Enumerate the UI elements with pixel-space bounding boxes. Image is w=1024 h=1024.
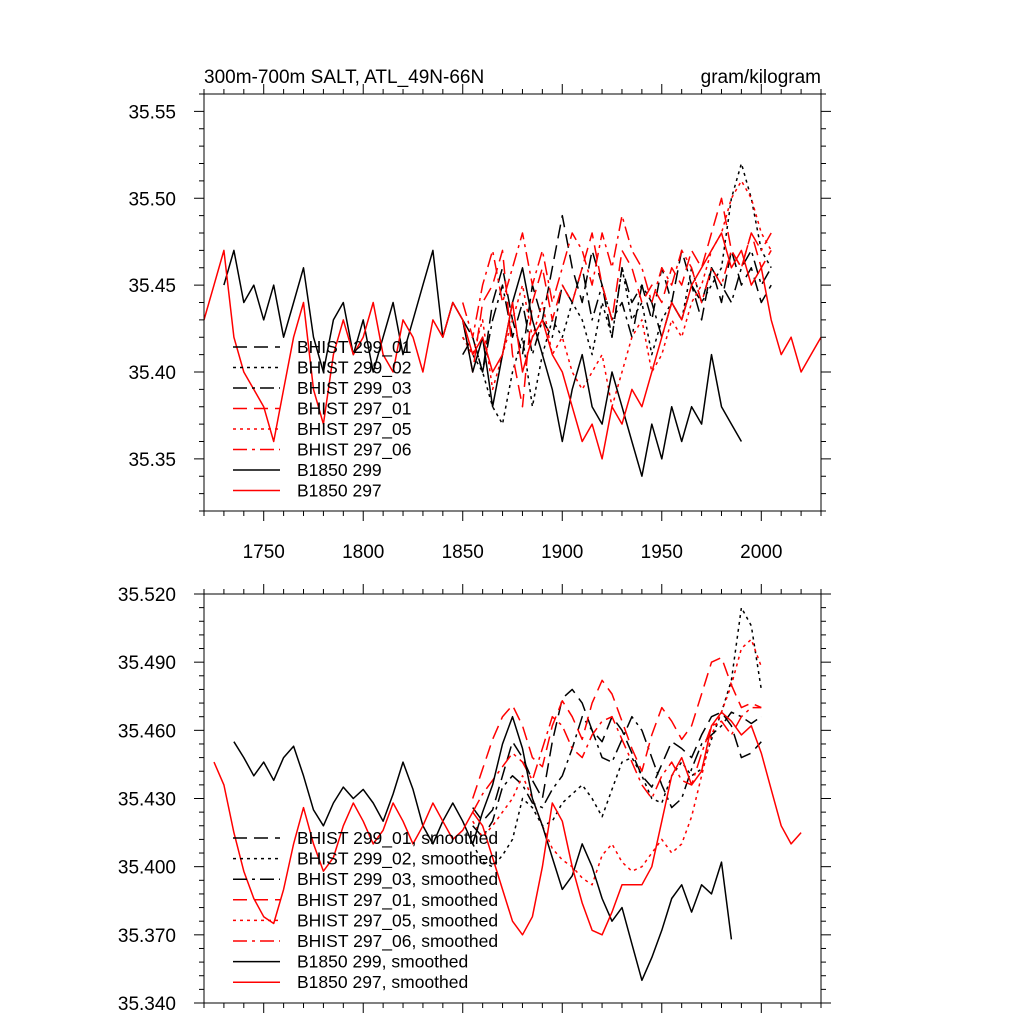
panel-bottom: 35.340 35.370 35.400 35.430 35.460 35.490 35.5… [118, 584, 831, 1015]
y-tick-label: 35.400 [118, 858, 176, 879]
x-tick-label: 1750 [243, 542, 285, 563]
legend-label: BHIST 299_02 [297, 358, 411, 379]
series-line-8 [204, 232, 821, 460]
legend-label: B1850 297 [297, 481, 382, 501]
series-line-3 [462, 249, 772, 373]
legend-label: BHIST 299_03 [297, 378, 411, 399]
y-tick-label: 35.340 [118, 994, 176, 1015]
legend-label: BHIST 297_06, smoothed [297, 931, 498, 952]
series-line-1 [462, 214, 772, 373]
y-tick-label: 35.520 [118, 585, 176, 606]
series-line-6 [472, 706, 762, 813]
series-line-2 [462, 162, 772, 425]
x-tick-label: 1800 [342, 542, 384, 563]
legend-label: BHIST 299_01 [297, 337, 411, 358]
series-line-4 [461, 197, 772, 408]
legend-label: BHIST 299_02, smoothed [297, 849, 498, 870]
legend-label: BHIST 297_01, smoothed [297, 890, 498, 911]
y-tick-label: 35.490 [118, 653, 176, 674]
legend-label: BHIST 299_03, smoothed [297, 869, 498, 890]
y-tick-label: 35.50 [128, 189, 176, 210]
series-group [213, 606, 802, 982]
series-line-5 [472, 638, 763, 886]
panel1-title: 300m-700m SALT, ATL_49N-66N [204, 67, 484, 88]
legend-label: BHIST 297_06 [297, 440, 411, 461]
series-line-4 [471, 656, 762, 799]
panel1-units: gram/kilogram [701, 67, 821, 88]
series-line-8 [213, 711, 802, 936]
series-line-2 [472, 606, 763, 868]
legend-label: BHIST 297_05 [297, 419, 411, 440]
series-line-6 [461, 214, 772, 338]
x-tick-label: 2000 [740, 542, 782, 563]
y-tick-label: 35.40 [128, 363, 176, 384]
x-tick-label: 1900 [541, 542, 583, 563]
y-tick-label: 35.460 [118, 721, 176, 742]
legend-label: BHIST 299_01, smoothed [297, 828, 498, 849]
y-tick-label: 35.35 [128, 450, 176, 471]
y-tick-label: 35.55 [128, 102, 176, 123]
x-tick-label: 1850 [442, 542, 484, 563]
y-tick-label: 35.370 [118, 926, 176, 947]
y-tick-label: 35.430 [118, 790, 176, 811]
legend-label: B1850 299, smoothed [297, 952, 468, 972]
panel-top: 1750 1800 1850 1900 1950 2000 35.35 35.40 35.45 3… [128, 84, 831, 563]
legend-label: B1850 299 [297, 460, 382, 480]
legend-label: BHIST 297_01 [297, 399, 411, 420]
legend-label: B1850 297, smoothed [297, 972, 468, 992]
x-tick-label: 1950 [641, 542, 683, 563]
legend-label: BHIST 297_05, smoothed [297, 910, 498, 931]
series-line-1 [472, 688, 762, 822]
series-line-3 [472, 711, 762, 838]
y-tick-label: 35.45 [128, 276, 176, 297]
series-line-7 [233, 715, 733, 982]
series-group [204, 162, 821, 477]
